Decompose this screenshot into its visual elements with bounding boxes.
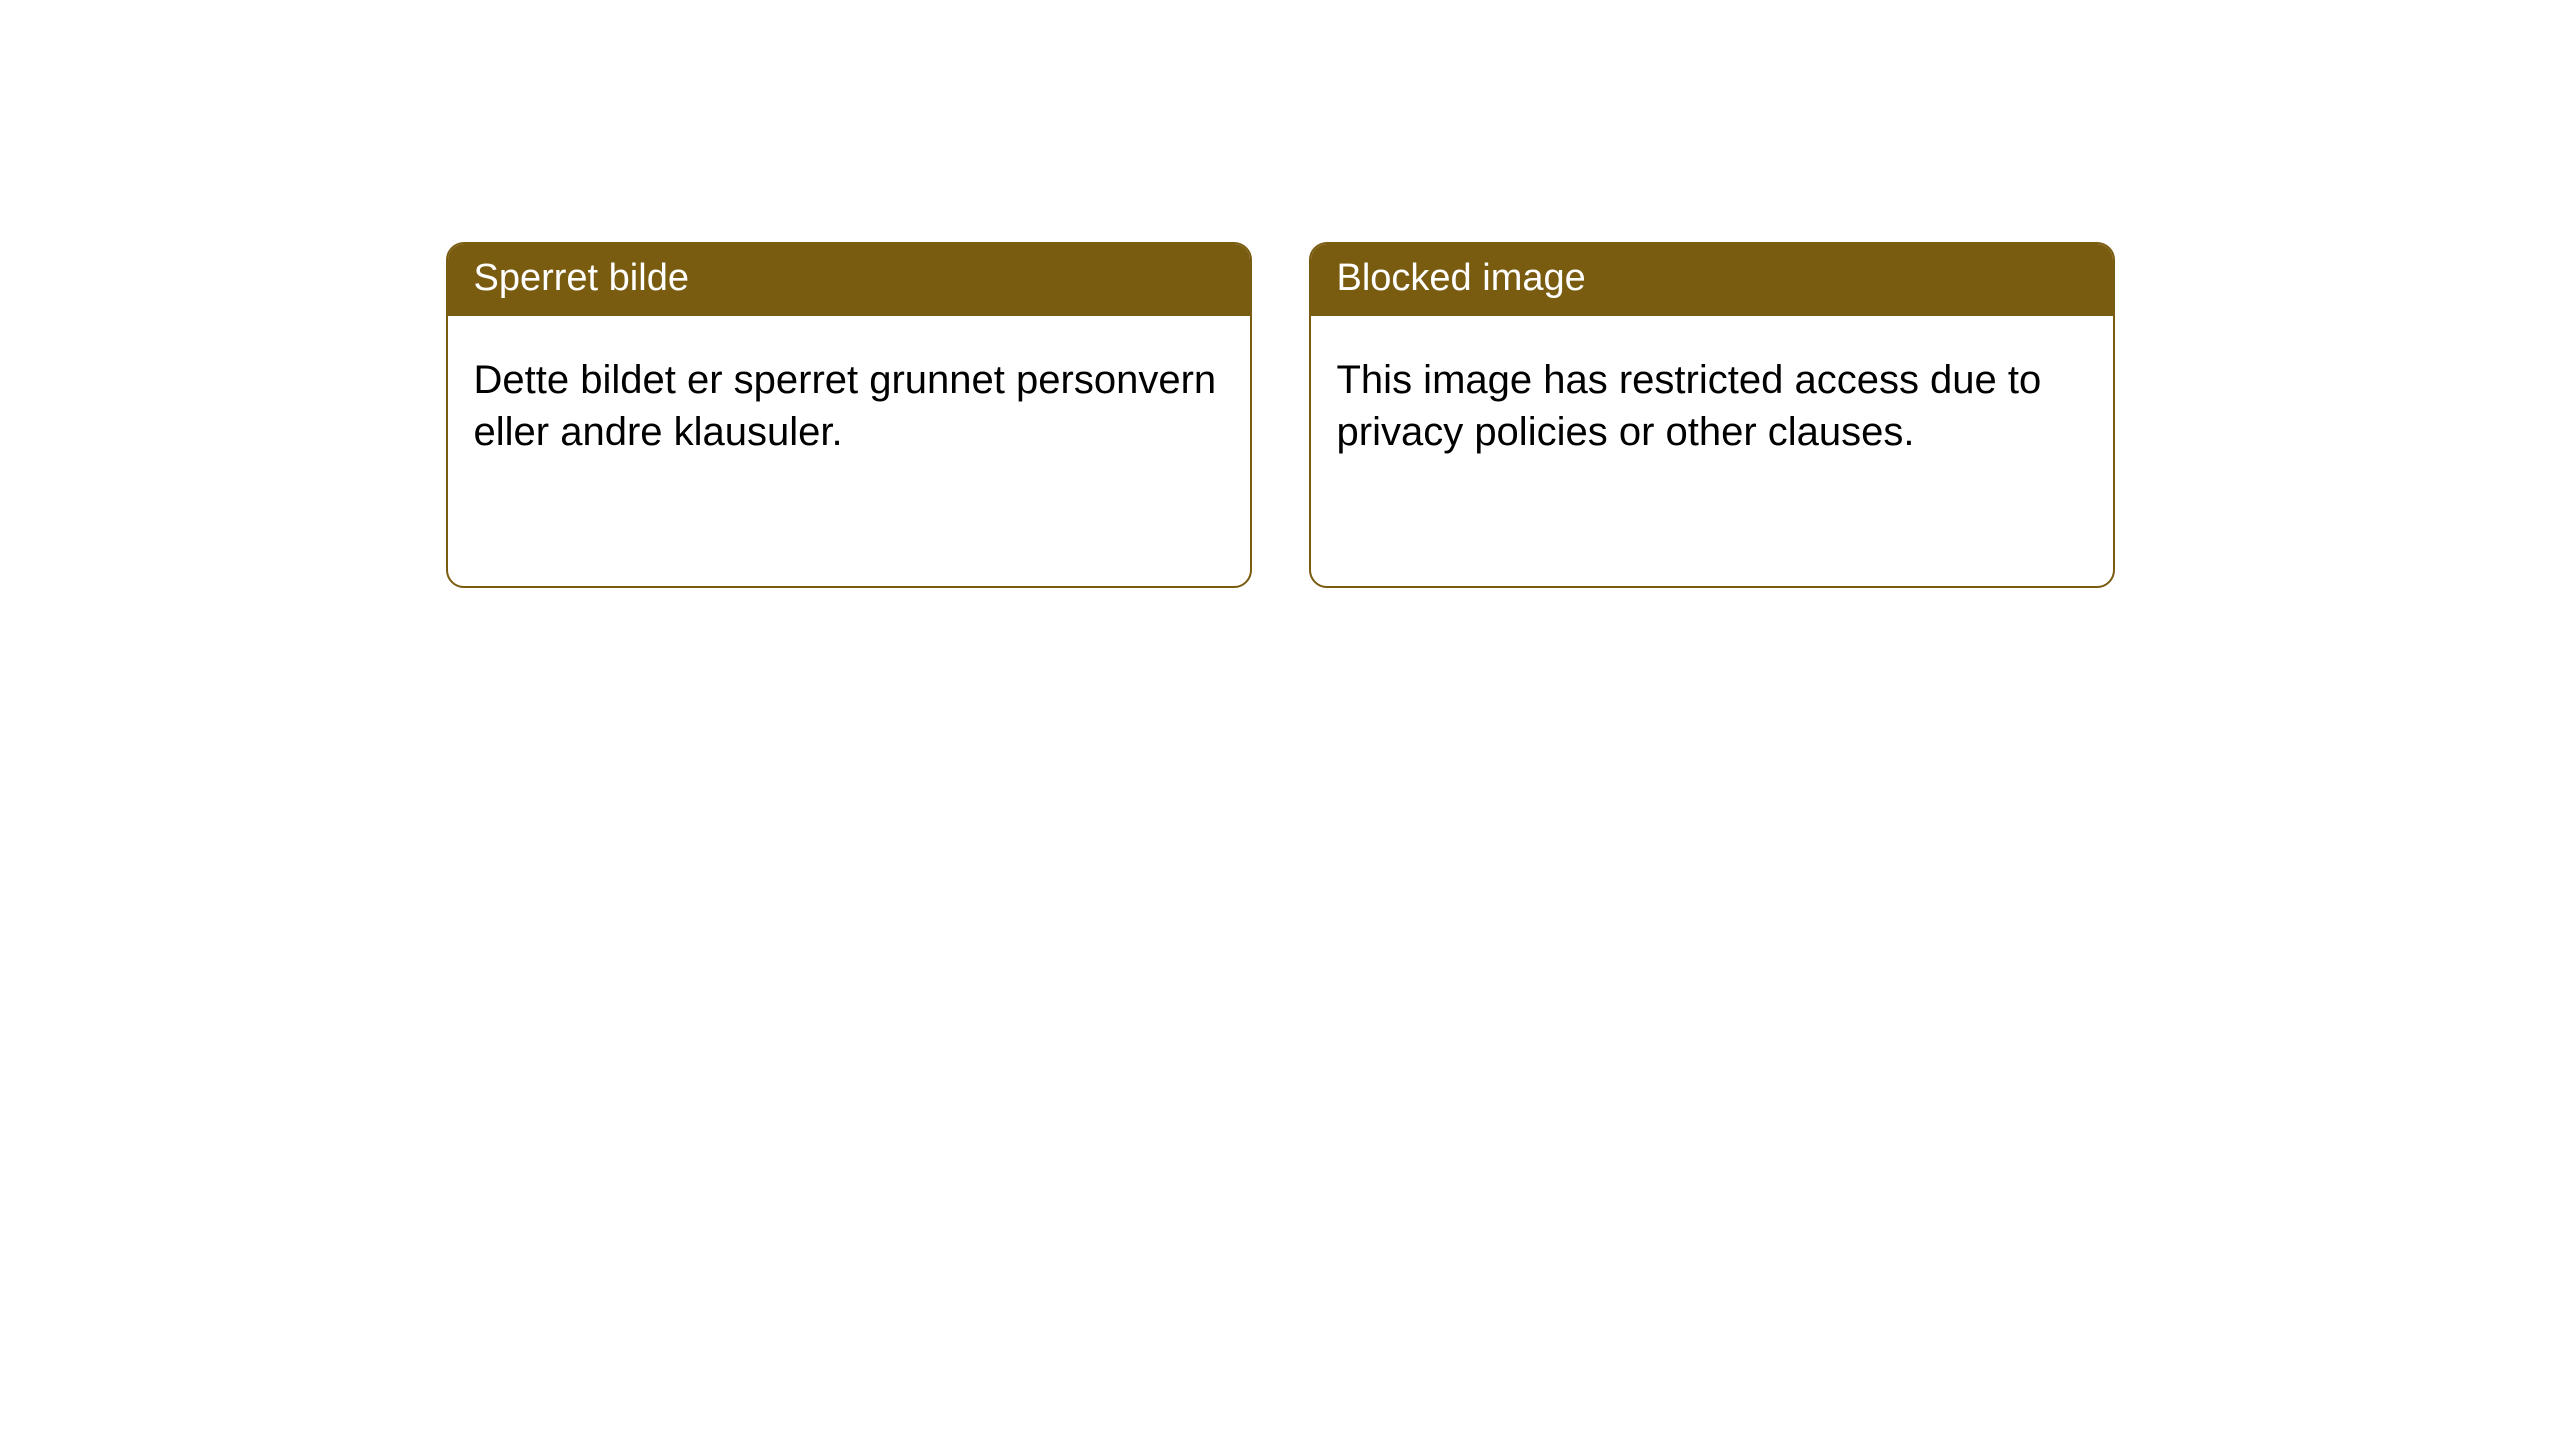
cards-container: Sperret bilde Dette bildet er sperret gr…	[446, 242, 2115, 588]
card-header-en: Blocked image	[1311, 244, 2113, 316]
blocked-image-card-no: Sperret bilde Dette bildet er sperret gr…	[446, 242, 1252, 588]
blocked-image-card-en: Blocked image This image has restricted …	[1309, 242, 2115, 588]
card-body-no: Dette bildet er sperret grunnet personve…	[448, 316, 1250, 586]
card-body-en: This image has restricted access due to …	[1311, 316, 2113, 586]
card-header-no: Sperret bilde	[448, 244, 1250, 316]
